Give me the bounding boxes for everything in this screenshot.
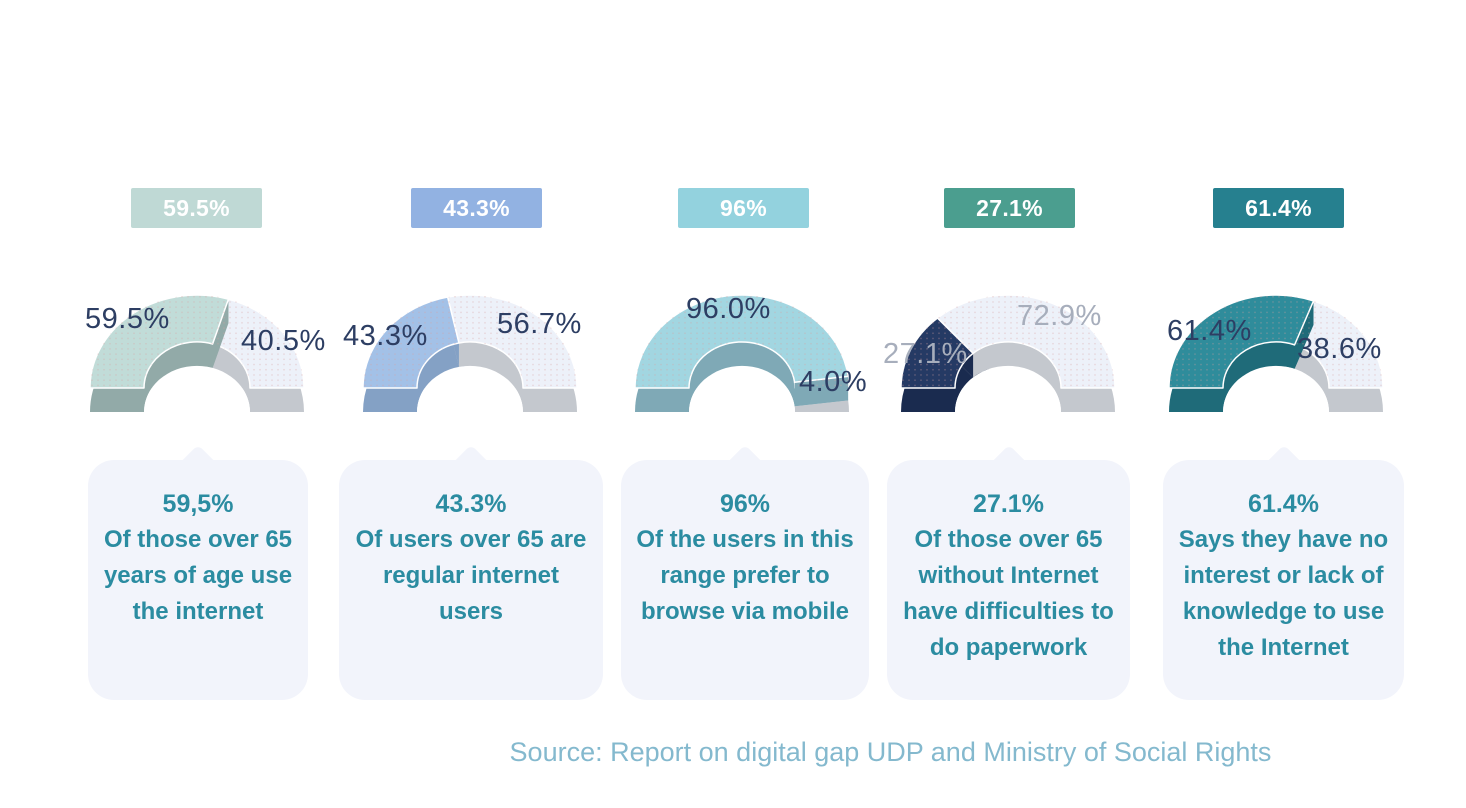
semi-donut-chart: 27.1% 72.9%	[883, 291, 1121, 459]
percentage-badge: 43.3%	[411, 188, 542, 228]
percentage-badge: 96%	[678, 188, 809, 228]
stat-card: 61.4% Says they have no interest or lack…	[1163, 460, 1404, 700]
segment-label: 43.3%	[343, 320, 428, 352]
stat-card-text: Of those over 65 without Internet have d…	[903, 526, 1114, 661]
stat-card-value: 59,5%	[162, 490, 234, 518]
stat-card-text: Of the users in this range prefer to bro…	[636, 526, 854, 625]
segment-label: 61.4%	[1167, 315, 1252, 347]
segment-label: 38.6%	[1297, 333, 1382, 365]
segment-label: 27.1%	[883, 338, 968, 370]
semi-donut-chart: 43.3% 56.7%	[343, 291, 583, 459]
segment-label: 4.0%	[799, 366, 868, 398]
stat-card-value: 43.3%	[435, 490, 507, 518]
percentage-badge: 61.4%	[1213, 188, 1344, 228]
stat-card: 43.3% Of users over 65 are regular inter…	[339, 460, 603, 700]
semi-donut-chart: 59.5% 40.5%	[84, 291, 325, 459]
percentage-badge: 27.1%	[944, 188, 1075, 228]
stat-card-value: 61.4%	[1248, 490, 1319, 518]
segment-label: 56.7%	[497, 308, 582, 340]
segment-label: 59.5%	[85, 303, 170, 335]
stat-card: 96% Of the users in this range prefer to…	[621, 460, 869, 700]
stat-card-value: 27.1%	[973, 490, 1044, 518]
stat-card: 27.1% Of those over 65 without Internet …	[887, 460, 1130, 700]
semi-donut-chart: 96.0% 4.0%	[629, 291, 867, 459]
stat-card-text: Of users over 65 are regular internet us…	[355, 526, 587, 625]
semi-donut-chart: 61.4% 38.6%	[1163, 291, 1389, 459]
stat-card-text: Of those over 65 years of age use the in…	[103, 526, 293, 625]
percentage-badge: 59.5%	[131, 188, 262, 228]
segment-label: 72.9%	[1017, 300, 1102, 332]
segment-label: 96.0%	[686, 293, 771, 325]
segment-label: 40.5%	[241, 325, 326, 357]
stat-card-value: 96%	[719, 490, 771, 518]
stat-card-text: Says they have no interest or lack of kn…	[1178, 526, 1389, 661]
source-caption: Source: Report on digital gap UDP and Mi…	[509, 737, 1272, 767]
stat-card: 59,5% Of those over 65 years of age use …	[88, 460, 308, 700]
